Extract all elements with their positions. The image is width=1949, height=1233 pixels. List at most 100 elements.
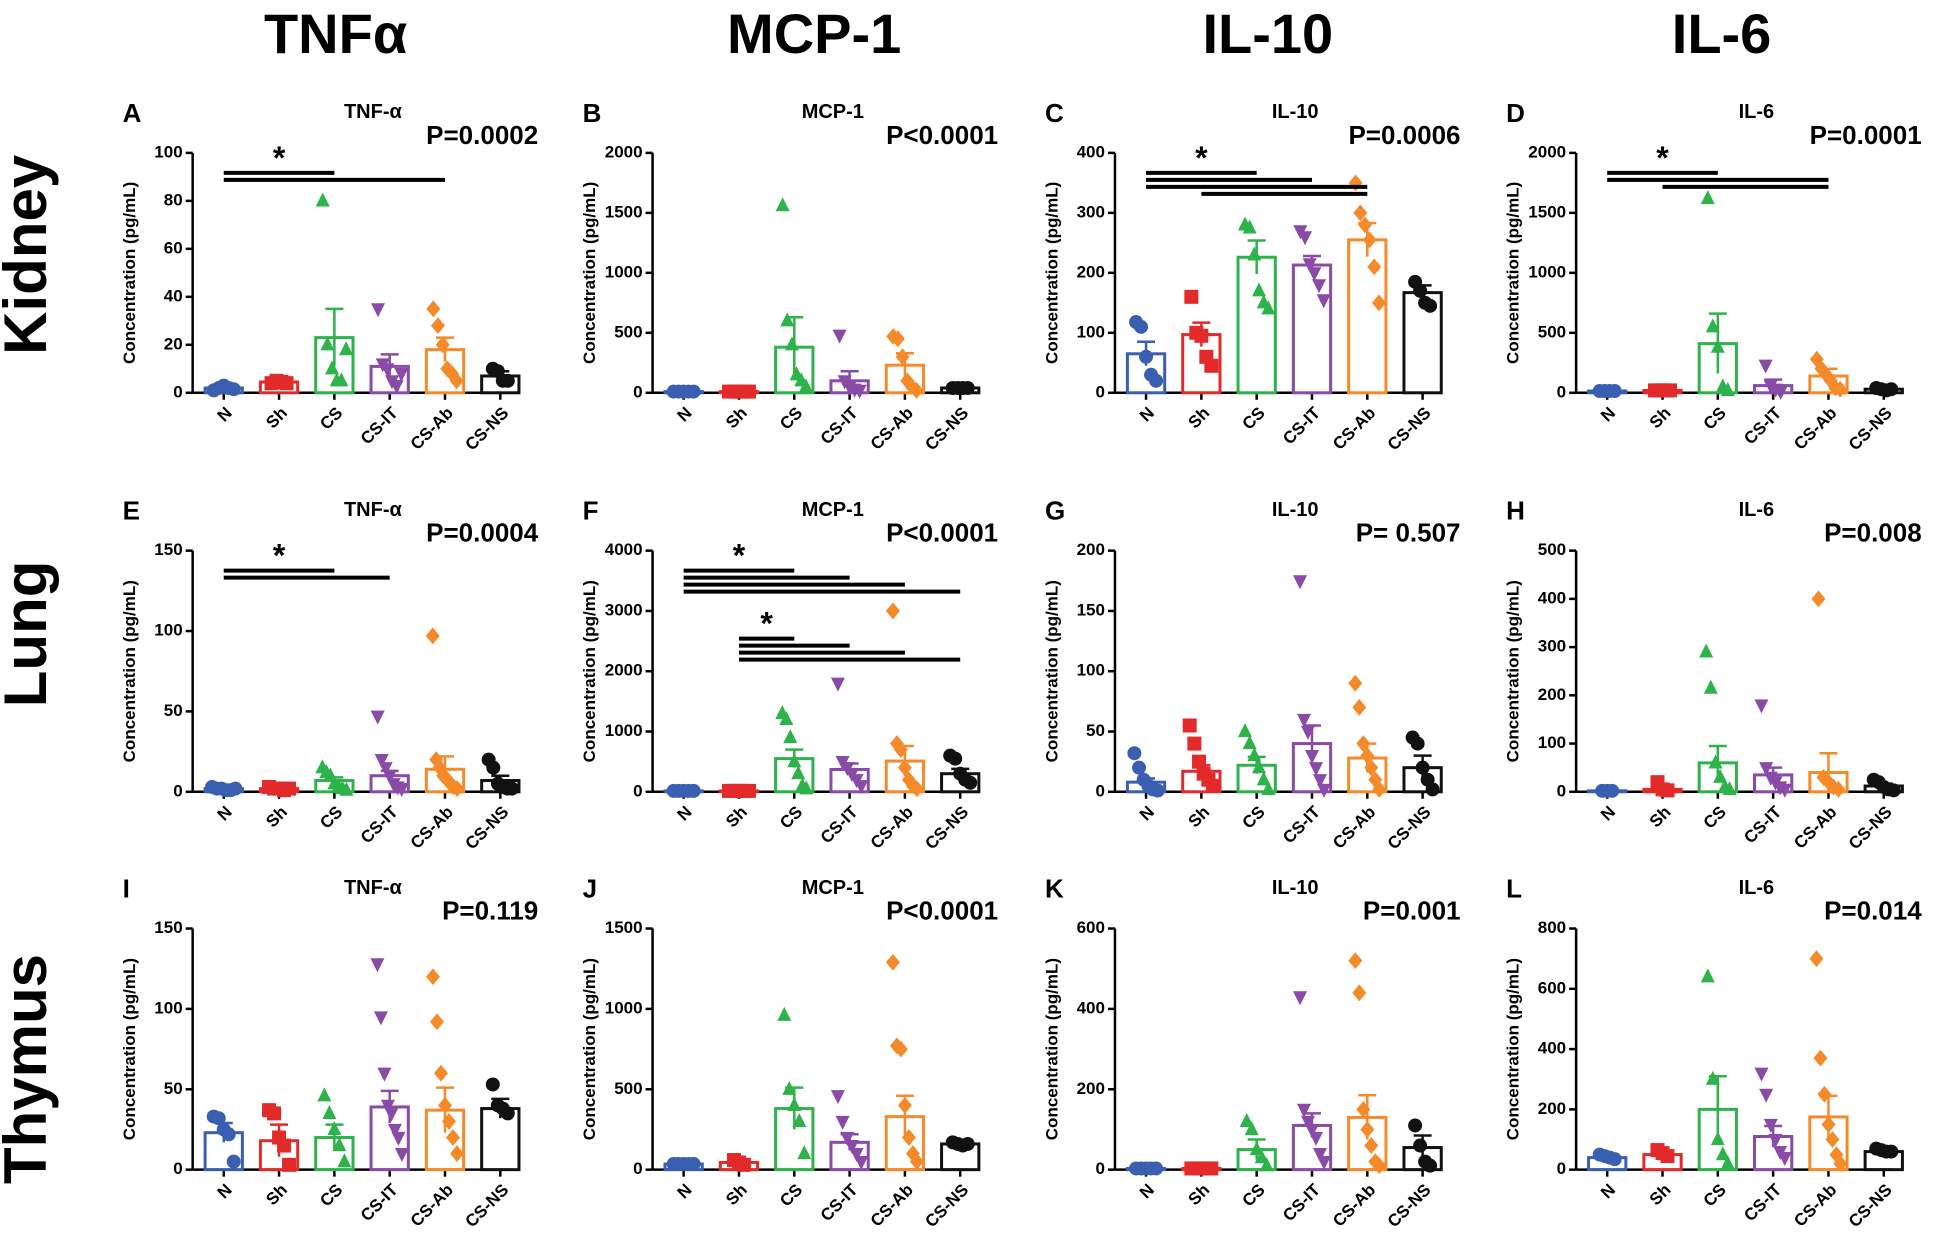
x-tick-label: CS — [776, 403, 806, 433]
y-tick-label: 0 — [1557, 781, 1566, 800]
bar — [1291, 263, 1333, 395]
data-point — [1132, 760, 1147, 775]
y-tick-label: 100 — [1538, 733, 1566, 752]
y-tick-label: 0 — [633, 382, 642, 401]
data-point — [226, 382, 241, 397]
data-point — [1312, 774, 1327, 789]
data-point — [1249, 1141, 1264, 1156]
data-point — [394, 782, 409, 797]
x-tick-label: N — [674, 802, 696, 824]
data-point — [1297, 231, 1312, 246]
x-tick-label: CS-Ab — [867, 403, 917, 453]
data-point — [327, 1121, 342, 1136]
data-point — [1149, 373, 1164, 388]
data-point — [394, 367, 409, 382]
data-point — [835, 1115, 850, 1130]
y-tick-label: 0 — [173, 1159, 182, 1178]
y-tick-label: 1500 — [1528, 202, 1566, 221]
x-tick-label: CS-Ab — [1329, 802, 1379, 852]
data-point — [1408, 1118, 1423, 1133]
y-tick-label: 2000 — [605, 661, 643, 680]
data-point — [1316, 294, 1331, 309]
data-point — [1759, 1088, 1774, 1103]
data-point — [909, 381, 924, 399]
data-point — [317, 1087, 332, 1102]
x-tick-label: N — [214, 802, 236, 824]
data-point — [320, 336, 335, 351]
x-tick-label: Sh — [1646, 1180, 1675, 1209]
y-axis-label: Concentration (pg/mL) — [1504, 580, 1523, 762]
panel-title: IL-10 — [1272, 499, 1319, 521]
x-tick-label: CS-NS — [921, 403, 972, 454]
data-point — [1705, 1070, 1720, 1085]
data-point — [844, 1139, 859, 1154]
data-point — [1754, 1067, 1769, 1082]
panel-title: TNF-α — [344, 499, 403, 521]
x-tick-label: CS — [1700, 802, 1730, 832]
x-tick-label: CS — [776, 1180, 806, 1210]
y-tick-label: 300 — [1077, 202, 1105, 221]
x-tick-label: CS — [316, 403, 346, 433]
y-axis-label: Concentration (pg/mL) — [1504, 182, 1523, 364]
data-point — [1413, 1138, 1428, 1153]
x-tick-label: CS-IT — [1740, 1180, 1785, 1225]
panel-title: TNF-α — [344, 877, 403, 899]
data-point — [1206, 778, 1221, 793]
panel: H IL-6 P=0.008 Concentration (pg/mL) 0 100 200… — [1504, 496, 1922, 854]
panel-title: IL-6 — [1739, 101, 1775, 123]
x-tick-label: CS-Ab — [867, 802, 917, 852]
data-point — [897, 1096, 912, 1114]
data-point — [1194, 328, 1209, 343]
panel-letter: J — [583, 873, 597, 903]
data-point — [387, 1123, 402, 1138]
x-tick-label: CS-Ab — [407, 802, 457, 852]
y-tick-label: 4000 — [605, 540, 643, 559]
y-tick-label: 400 — [1538, 588, 1566, 607]
y-tick-label: 500 — [1538, 540, 1566, 559]
y-tick-label: 1000 — [605, 262, 643, 281]
x-tick-label: N — [1136, 403, 1158, 425]
data-point — [1204, 358, 1219, 373]
data-point — [384, 1107, 399, 1122]
data-point — [779, 711, 794, 726]
p-value: P<0.0001 — [886, 120, 998, 150]
data-point — [960, 1136, 975, 1151]
data-point — [322, 1104, 337, 1119]
data-point — [1304, 750, 1319, 765]
data-point — [504, 781, 519, 796]
data-point — [897, 759, 912, 777]
data-point — [1244, 1121, 1259, 1136]
data-point — [1367, 258, 1382, 276]
data-point — [1348, 674, 1363, 692]
data-point — [1703, 679, 1718, 694]
y-tick-label: 500 — [614, 322, 642, 341]
y-axis-label: Concentration (pg/mL) — [120, 580, 139, 762]
x-tick-label: N — [214, 1180, 236, 1202]
data-point — [1710, 1131, 1725, 1146]
data-point — [792, 1113, 807, 1128]
panel-title: IL-6 — [1739, 877, 1775, 899]
y-tick-label: 80 — [164, 190, 183, 209]
data-point — [893, 1040, 908, 1058]
panel-letter: G — [1045, 496, 1065, 526]
data-point — [370, 958, 385, 973]
data-point — [339, 781, 354, 796]
data-point — [1777, 783, 1792, 798]
data-point — [893, 741, 908, 758]
data-point — [1833, 380, 1848, 398]
data-point — [1699, 643, 1714, 658]
x-tick-label: Sh — [722, 403, 751, 432]
panel-title: IL-10 — [1272, 877, 1319, 899]
y-tick-label: 500 — [1538, 322, 1566, 341]
x-tick-label: Sh — [1646, 802, 1675, 831]
data-point — [435, 336, 450, 354]
x-tick-label: CS — [1700, 403, 1730, 433]
data-point — [1777, 1152, 1792, 1167]
data-point — [1754, 699, 1769, 714]
data-point — [1817, 1085, 1832, 1103]
column-header: IL-6 — [1672, 2, 1772, 65]
p-value: P=0.119 — [442, 895, 538, 925]
y-tick-label: 100 — [154, 142, 182, 161]
row-label: Kidney — [0, 154, 59, 355]
data-point — [686, 1157, 701, 1172]
